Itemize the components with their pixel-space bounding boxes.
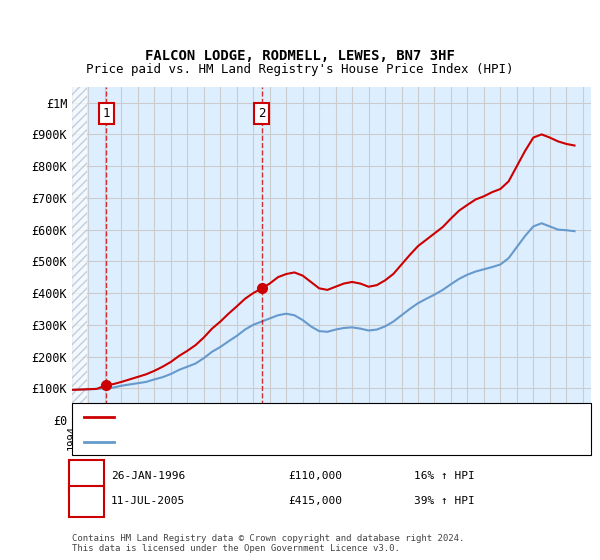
Text: 1: 1: [83, 469, 90, 483]
Text: Price paid vs. HM Land Registry's House Price Index (HPI): Price paid vs. HM Land Registry's House …: [86, 63, 514, 76]
Text: 16% ↑ HPI: 16% ↑ HPI: [414, 471, 475, 481]
Text: FALCON LODGE, RODMELL, LEWES, BN7 3HF: FALCON LODGE, RODMELL, LEWES, BN7 3HF: [145, 49, 455, 63]
Text: £415,000: £415,000: [288, 496, 342, 506]
Text: FALCON LODGE, RODMELL, LEWES, BN7 3HF (detached house): FALCON LODGE, RODMELL, LEWES, BN7 3HF (d…: [120, 412, 458, 422]
Text: £110,000: £110,000: [288, 471, 342, 481]
Text: HPI: Average price, detached house, Lewes: HPI: Average price, detached house, Lewe…: [120, 437, 376, 447]
Text: 26-JAN-1996: 26-JAN-1996: [111, 471, 185, 481]
Text: Contains HM Land Registry data © Crown copyright and database right 2024.
This d: Contains HM Land Registry data © Crown c…: [72, 534, 464, 553]
Text: 1: 1: [103, 107, 110, 120]
Text: 2: 2: [258, 107, 266, 120]
Text: 2: 2: [83, 494, 90, 508]
Text: 39% ↑ HPI: 39% ↑ HPI: [414, 496, 475, 506]
Bar: [72, 87, 87, 420]
Text: 11-JUL-2005: 11-JUL-2005: [111, 496, 185, 506]
